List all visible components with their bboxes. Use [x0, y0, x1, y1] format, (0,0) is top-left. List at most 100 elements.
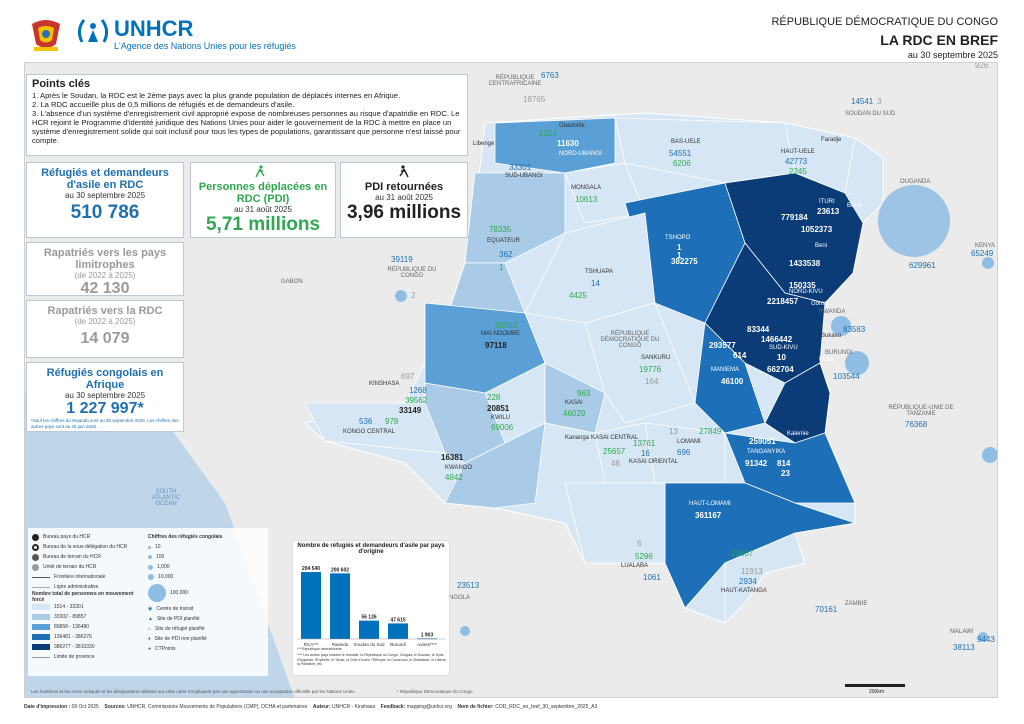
- prov-kinshasa-c: 39562: [405, 396, 428, 405]
- country-tanzania-label: RÉPUBLIQUE-UNIE DE TANZANIE: [888, 405, 954, 417]
- bar-chart: 204 540 RCA*** 200 602 Rwanda 56 126 Soudan d…: [297, 566, 445, 647]
- city-uvira: Uvira: [819, 357, 834, 363]
- prov-kwango-a: 16381: [441, 453, 464, 462]
- prov-lomami-label: LOMAMI: [677, 439, 701, 445]
- footer-feedback[interactable]: mapping@unhcr.org: [406, 704, 452, 710]
- country-burundi-label: BURUNDI: [825, 350, 853, 356]
- prov-maniema-b: 614: [733, 351, 747, 360]
- city-beni: Beni: [815, 243, 828, 249]
- prov-mongala-label: MONGALA: [571, 185, 602, 191]
- footer-date: 09 Oct 2025: [71, 704, 99, 710]
- country-south-sudan-label: SOUDAN DU SUD: [845, 111, 896, 117]
- kpi-refugees-title: Réfugiés et demandeurs d'asile en RDC: [41, 167, 169, 191]
- num-congo: 39119: [391, 255, 413, 264]
- num-car-grey: 18765: [523, 95, 546, 104]
- footnote-rdc: ¹ République Démocratique du Congo: [397, 689, 473, 694]
- footer-file: COD_RDC_en_bref_30_septembre_2025_A3: [495, 704, 598, 710]
- prov-nord-kivu-c: 150335: [789, 281, 816, 290]
- kpi-abroad-note: *Sauf les chiffres du Rwanda sont au 30 …: [31, 418, 179, 429]
- legend-ligne-admin: Ligne administrative: [54, 584, 99, 590]
- prov-haut-katanga-a: 21607: [731, 549, 754, 558]
- prov-nord-kivu-a: 1433538: [789, 259, 821, 268]
- country-car-label: RÉPUBLIQUE CENTRAFRICAINE: [488, 75, 542, 87]
- legend-ctp: CTPoints: [155, 646, 176, 652]
- legend-sous-delegation: Bureau de la sous-délégation du HCR: [43, 544, 128, 550]
- kpi-repatriated-out-title: Rapatriés vers les pays limitrophes: [43, 247, 167, 271]
- legend-class-4: 136481 - 386276: [54, 634, 92, 640]
- prov-haut-katanga-c: 2934: [739, 577, 757, 586]
- bar-chart-title: Nombre de réfugiés et demandeurs d'asile…: [297, 543, 445, 555]
- bar-value-label-0: 204 540: [302, 566, 320, 572]
- prov-haut-katanga-label: HAUT-KATANGA: [721, 588, 767, 594]
- kpi-idp-date: au 31 août 2025: [234, 205, 292, 214]
- kpi-abroad-value: 1 227 997*: [66, 400, 144, 417]
- prov-mongala-a: 10613: [575, 195, 598, 204]
- unhcr-logo-icon: [74, 16, 112, 50]
- footer: Date d'impression : 09 Oct 2025 Sources:…: [24, 704, 597, 710]
- prov-sankuru-label: SANKURU: [641, 355, 671, 361]
- city-bunia: Bunia: [847, 203, 863, 209]
- legend-bureau-terrain: Bureau de terrain du HCR: [43, 554, 101, 560]
- prov-equateur-b: 362: [499, 250, 513, 259]
- country-congo-label: RÉPUBLIQUE DU CONGO: [387, 267, 437, 279]
- prov-kinshasa-b: 1268: [409, 386, 427, 395]
- prov-haut-uele-a: 42773: [785, 157, 808, 166]
- prov-kasai-central-label: KASAI CENTRAL: [591, 435, 639, 441]
- kpi-idp-returned-value: 3,96 millions: [346, 202, 462, 223]
- prov-tshopo-b: 1: [677, 251, 682, 260]
- prov-bas-uele-label: BAS-UELE: [671, 139, 701, 145]
- num-tanzania: 76368: [905, 420, 928, 429]
- kpi-idp-returned-date: au 31 août 2025: [375, 193, 433, 202]
- bar-chart-panel: Nombre de réfugiés et demandeurs d'asile…: [292, 540, 450, 676]
- prov-haut-uele-label: HAUT-UELE: [781, 149, 815, 155]
- ocean-label: SOUTH ATLANTIC OCEAN: [151, 489, 181, 507]
- kpi-abroad-title: Réfugiés congolais en Afrique: [46, 367, 164, 391]
- kpi-idp: Personnes déplacées en RDC (PDI) au 31 a…: [190, 162, 336, 238]
- num-congo-small: 2: [411, 291, 416, 300]
- num-zambia: 70161: [815, 605, 838, 614]
- kpi-idp-title: Personnes déplacées en RDC (PDI): [198, 181, 328, 205]
- person-walking-icon: [253, 165, 267, 179]
- prov-mai-ndombe-label: MAI-NDOMBE: [481, 331, 520, 337]
- prov-tanganyika-b: 91342: [745, 459, 768, 468]
- bar-category-label-0: RCA***: [304, 642, 319, 647]
- country-malawi-label: MALAWI: [950, 629, 974, 635]
- org-tagline: L'Agence des Nations Unies pour les réfu…: [114, 41, 296, 51]
- footer-feedback-label: Feedback:: [380, 704, 406, 710]
- prov-maniema-label: MANIEMA: [711, 367, 740, 373]
- num-south-sudan: 14541: [851, 97, 874, 106]
- prov-bas-uele-a: 54551: [669, 149, 692, 158]
- chart-note-2: **** Les autres pays incluent le Somalie…: [297, 653, 447, 666]
- legend-panel: Bureau pays du HCR Bureau de la sous-dél…: [28, 528, 268, 676]
- points-cles-item-1: 1. Après le Soudan, la RDC est le 2ème p…: [32, 91, 401, 100]
- kpi-abroad-date: au 30 septembre 2025: [64, 391, 146, 400]
- prov-kwilu-b: 20851: [487, 404, 510, 413]
- prov-tshuapa-label: TSHUAPA: [585, 269, 613, 275]
- city-libenge: Libenge: [473, 141, 495, 147]
- prov-lomami-a: 13: [669, 427, 678, 436]
- kpi-repatriated-in: Rapatriés vers la RDC (de 2022 à 2025) 1…: [26, 300, 184, 358]
- legend-class-3: 89858 - 136480: [54, 624, 90, 630]
- prov-ituri-label: ITURI: [819, 199, 835, 205]
- legend-transit: Centre de transit: [156, 606, 194, 612]
- prov-tshopo-c: 382275: [671, 257, 698, 266]
- num-malawi-b: 9443: [977, 635, 995, 644]
- country-rwanda-label: RWANDA: [819, 309, 846, 315]
- kpi-repatriated-out-value: 42 130: [80, 280, 130, 297]
- prov-kwilu-c: 69006: [491, 423, 514, 432]
- city-bukavu: Bukavu: [821, 333, 842, 339]
- num-rwanda: 83583: [843, 325, 866, 334]
- num-burundi: 103544: [833, 372, 860, 381]
- pdi-planifie-icon: ▲: [148, 616, 153, 622]
- prov-bas-uele-b: 6206: [673, 159, 691, 168]
- points-cles-item-2: 2. La RDC accueille plus de 0,5 millions…: [32, 100, 295, 109]
- points-cles-panel: Points clés 1. Après le Soudan, la RDC e…: [26, 74, 468, 156]
- prov-kasai-central-a: 25657: [603, 447, 626, 456]
- prov-lualaba-a: 6: [637, 539, 642, 548]
- kpi-repatriated-out: Rapatriés vers les pays limitrophes (de …: [26, 242, 184, 297]
- header-date: au 30 septembre 2025: [907, 50, 998, 60]
- footer-sources: UNHCR, Commissions Mouvements de Populat…: [127, 704, 308, 710]
- prov-haut-lomami-a: 361167: [695, 511, 722, 520]
- transit-icon: ◉: [148, 606, 153, 612]
- country-angola-label: ANGOLA: [445, 595, 471, 601]
